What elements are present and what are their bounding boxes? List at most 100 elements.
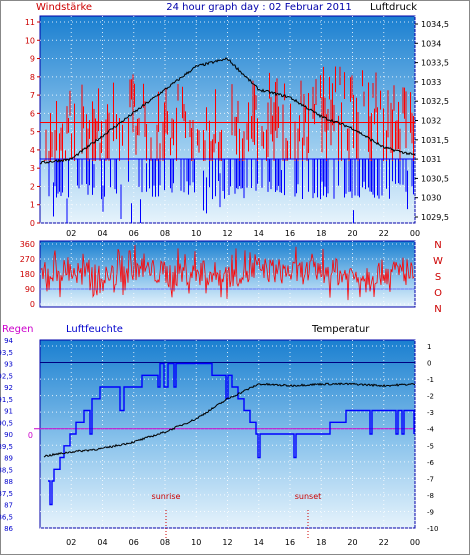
humidity-tick-label: 86,5 xyxy=(0,513,13,521)
humidity-tick-label: 90 xyxy=(4,431,13,439)
temperature-tick-label: -10 xyxy=(427,525,438,533)
bottom-x-tick-label: 16 xyxy=(285,538,295,547)
bottom-x-tick-label: 06 xyxy=(129,538,139,547)
temperature-label: Temperatur xyxy=(311,324,370,335)
pressure-line xyxy=(40,57,416,165)
wind-tick-label: 6 xyxy=(30,109,35,118)
top-x-ticks: 02 04 06 08 10 12 14 16 18 20 22 00 xyxy=(66,229,420,238)
wind-axis-labels: 0 1 2 3 4 5 6 7 8 9 10 11 xyxy=(25,18,40,228)
bottom-x-tick-label: 08 xyxy=(160,538,170,547)
pressure-axis-title: Luftdruck xyxy=(370,2,417,13)
humidity-tick-label: 92 xyxy=(4,384,13,392)
top-x-tick-label: 20 xyxy=(347,229,357,238)
rain-label: Regen xyxy=(2,324,34,335)
pressure-tick-label: 1034,5 xyxy=(421,20,449,29)
wind-speed-series xyxy=(39,66,415,223)
compass-letter: S xyxy=(435,272,441,283)
humidity-tick-label: 88 xyxy=(4,478,13,486)
compass-letter: W xyxy=(433,256,443,267)
top-x-tick-label: 10 xyxy=(191,229,201,238)
direction-tick-label: 0 xyxy=(30,300,35,309)
wind-tick-label: 7 xyxy=(30,91,35,100)
compass-letter: O xyxy=(434,288,442,299)
pressure-tick-label: 1030 xyxy=(421,194,441,203)
bottom-x-tick-label: 14 xyxy=(254,538,264,547)
temperature-tick-label: 1 xyxy=(427,343,431,351)
wind-direction-series xyxy=(40,244,415,301)
humidity-tick-label: 90,5 xyxy=(0,419,13,427)
wind-tick-label: 9 xyxy=(30,55,35,64)
wind-tick-label: 3 xyxy=(30,164,35,173)
bottom-x-tick-label: 20 xyxy=(347,538,357,547)
wind-tick-label: 5 xyxy=(30,128,35,137)
compass-letter: N xyxy=(434,240,441,251)
bottom-x-tick-label: 00 xyxy=(410,538,420,547)
compass-letter: N xyxy=(434,304,441,315)
sunset-label: sunset xyxy=(295,492,322,501)
top-x-tick-label: 00 xyxy=(410,229,420,238)
pressure-tick-label: 1029,5 xyxy=(421,213,449,222)
humidity-label: Luftfeuchte xyxy=(66,324,123,335)
bottom-x-tick-label: 02 xyxy=(66,538,76,547)
pressure-tick-label: 1033 xyxy=(421,78,441,87)
pressure-tick-label: 1032 xyxy=(421,117,441,126)
pressure-tick-label: 1030,5 xyxy=(421,174,449,183)
pressure-tick-label: 1034 xyxy=(421,39,441,48)
humidity-tick-label: 87 xyxy=(4,502,13,510)
temperature-axis-labels: 1 0 -1 -2 -3 -4 -5 -6 -7 -8 -9 -10 xyxy=(427,343,438,533)
temperature-tick-label: -1 xyxy=(427,376,434,384)
wind-tick-label: 0 xyxy=(30,219,35,228)
humidity-tick-label: 93,5 xyxy=(0,349,13,357)
top-x-tick-label: 22 xyxy=(379,229,389,238)
bottom-x-tick-label: 10 xyxy=(191,538,201,547)
wind-tick-label: 10 xyxy=(25,36,35,45)
wind-tick-label: 4 xyxy=(30,146,35,155)
direction-tick-label: 180 xyxy=(20,270,35,279)
bottom-x-tick-label: 18 xyxy=(316,538,326,547)
sunrise-label: sunrise xyxy=(152,492,181,501)
direction-tick-label: 270 xyxy=(20,255,35,264)
top-x-tick-label: 04 xyxy=(97,229,107,238)
top-x-tick-label: 16 xyxy=(285,229,295,238)
top-x-tick-label: 18 xyxy=(316,229,326,238)
top-x-tick-label: 08 xyxy=(160,229,170,238)
wind-pressure-panel xyxy=(39,15,416,224)
temperature-line xyxy=(43,382,416,458)
bottom-x-tick-label: 22 xyxy=(379,538,389,547)
temperature-tick-label: -6 xyxy=(427,459,435,467)
top-x-tick-label: 14 xyxy=(254,229,264,238)
pressure-axis-labels: 1029,5 1030 1030,5 1031 1031,5 1032 1032,5 1033… xyxy=(415,20,449,222)
wind-tick-label: 1 xyxy=(30,201,35,210)
wind-tick-label: 11 xyxy=(25,18,35,27)
wind-tick-label: 2 xyxy=(30,182,35,191)
bottom-x-ticks: 02 04 06 08 10 12 14 16 18 20 22 00 xyxy=(66,538,420,547)
top-x-tick-label: 06 xyxy=(129,229,139,238)
temperature-tick-label: -7 xyxy=(427,475,434,483)
humidity-tick-label: 87,5 xyxy=(0,490,13,498)
wind-axis-title: Windstärke xyxy=(36,2,92,13)
temperature-tick-label: -2 xyxy=(427,393,434,401)
humidity-line xyxy=(48,362,415,506)
wind-tick-label: 8 xyxy=(30,73,35,82)
rain-axis-zero: 0 xyxy=(28,431,33,440)
humidity-tick-label: 91 xyxy=(4,408,13,416)
temperature-tick-label: -4 xyxy=(427,426,435,434)
humidity-series xyxy=(48,362,415,506)
chart-title: 24 hour graph day : 02 Februar 2011 xyxy=(166,2,351,13)
humidity-tick-label: 92,5 xyxy=(0,372,13,380)
temperature-tick-label: 0 xyxy=(427,360,431,368)
pressure-tick-label: 1031 xyxy=(421,155,441,164)
temperature-tick-label: -3 xyxy=(427,409,434,417)
humidity-tick-label: 88,5 xyxy=(0,466,13,474)
top-x-tick-label: 02 xyxy=(66,229,76,238)
top-x-tick-label: 12 xyxy=(222,229,232,238)
direction-tick-label: 360 xyxy=(20,240,35,249)
temperature-tick-label: -9 xyxy=(427,508,434,516)
pressure-tick-label: 1033,5 xyxy=(421,59,449,68)
humidity-tick-label: 89,5 xyxy=(0,443,13,451)
pressure-series xyxy=(40,57,416,165)
bottom-x-tick-label: 12 xyxy=(222,538,232,547)
pressure-tick-label: 1031,5 xyxy=(421,136,449,145)
